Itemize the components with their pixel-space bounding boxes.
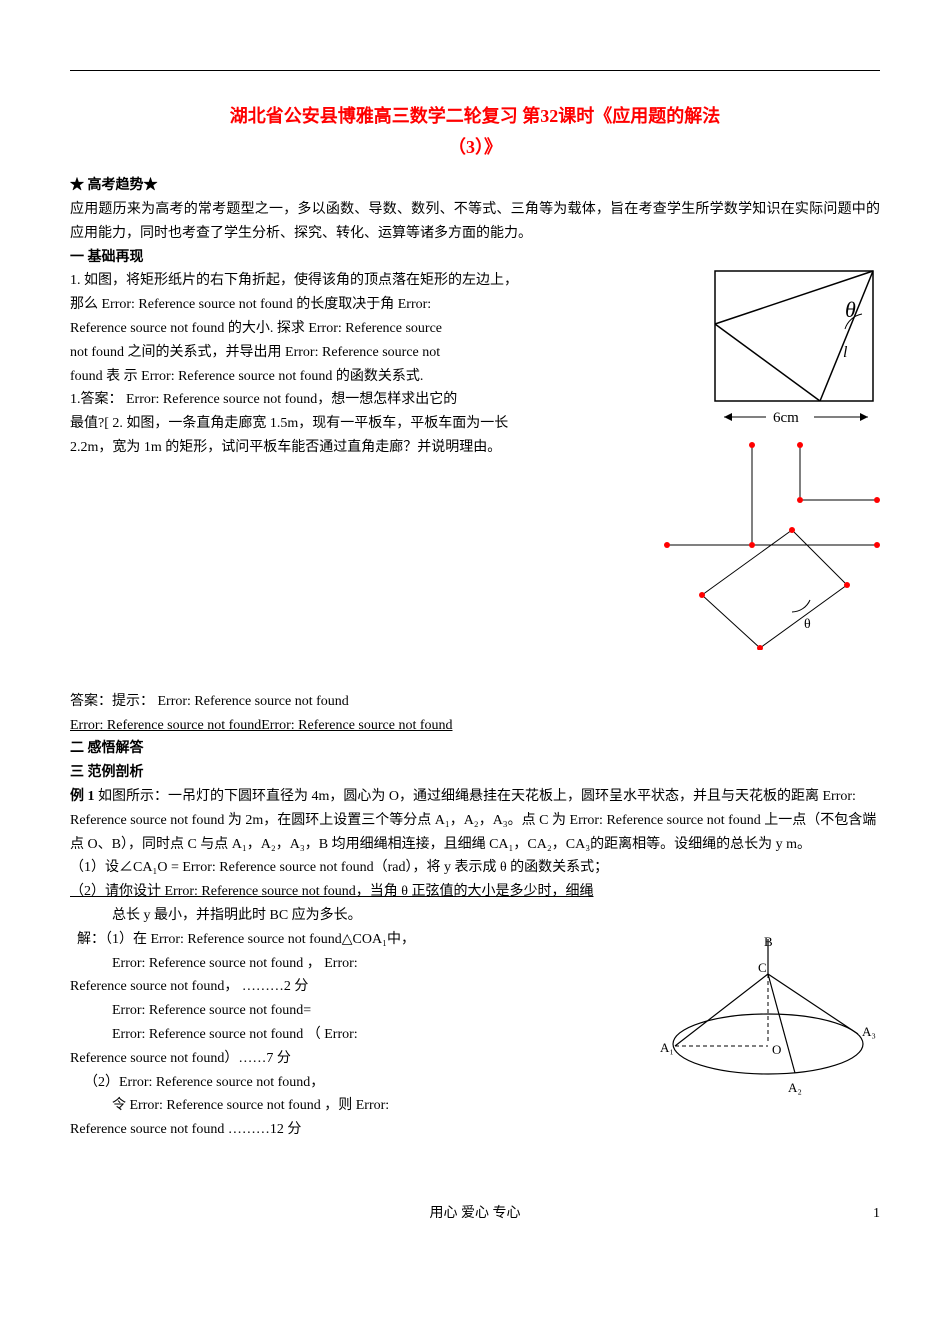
top-horizontal-rule <box>70 70 880 71</box>
title-line-2: （3）》 <box>448 137 502 157</box>
trends-heading: ★ 高考趋势★ <box>70 174 880 198</box>
ex1-q1-text: （1）设∠CA₁O = Error: Reference source not … <box>70 860 608 875</box>
fig3-line-ca1 <box>675 974 768 1046</box>
underline-errors: Error: Reference source not foundError: … <box>70 714 880 738</box>
fig2-cart-e4 <box>702 595 760 648</box>
example-1-q2: （2）请你设计 Error: Reference source not foun… <box>70 880 880 904</box>
example-1-q1: （1）设∠CA₁O = Error: Reference source not … <box>70 856 880 880</box>
fig2-dot-7 <box>789 527 795 533</box>
fig1-6cm-label: 6cm <box>773 410 799 426</box>
fig2-cart-e2 <box>792 530 847 585</box>
fig3-label-a3: A₃ <box>862 1024 876 1039</box>
fig3-label-c: C <box>758 960 767 975</box>
fig1-arrowhead-left <box>724 413 732 421</box>
fig2-dot-10 <box>664 542 670 548</box>
fig3-label-o: O <box>772 1042 781 1057</box>
fig3-label-b: B <box>764 934 773 949</box>
intro-paragraph: 应用题历来为高考的常考题型之一，多以函数、导数、数列、不等式、三角等为载体，旨在… <box>70 198 880 246</box>
example-1-block: 例 1 如图所示：一吊灯的下圆环直径为 4m，圆心为 O，通过细绳悬挂在天花板上… <box>70 785 880 856</box>
fig2-cart-hidden <box>707 530 850 650</box>
fig2-angle-arc <box>792 600 810 612</box>
figure-2-svg: θ <box>652 440 882 650</box>
sol-line-9: Reference source not found ………12 分 <box>70 1118 880 1142</box>
answer-hint: 答案：提示： Error: Reference source not found <box>70 690 880 714</box>
page-footer: 用心 爱心 专心 1 <box>70 1202 880 1226</box>
example-1-label: 例 1 <box>70 789 95 804</box>
fig2-cart-e1 <box>702 530 792 595</box>
document-title: 湖北省公安县博雅高三数学二轮复习 第32课时《应用题的解法 （3）》 <box>70 101 880 162</box>
fig1-theta-label: θ <box>845 297 856 322</box>
fig1-fold-line-2 <box>715 324 820 401</box>
fig3-label-a1: A₁ <box>660 1040 674 1055</box>
fig2-dot-1 <box>749 442 755 448</box>
section-2-heading: 二 感悟解答 <box>70 737 880 761</box>
fig2-dot-4 <box>874 497 880 503</box>
example-1-q2b: 总长 y 最小，并指明此时 BC 应为多长。 <box>70 904 880 928</box>
fig2-dot-2 <box>797 442 803 448</box>
title-line-1: 湖北省公安县博雅高三数学二轮复习 第32课时《应用题的解法 <box>230 106 721 126</box>
figure-1-fold-rectangle: θ l 6cm <box>710 269 880 438</box>
page-number: 1 <box>873 1202 880 1226</box>
fig3-label-a2: A₂ <box>788 1080 802 1095</box>
fig1-fold-line-3 <box>820 271 873 401</box>
figure-3-svg: B C A₁ A₂ A₃ O <box>660 934 880 1104</box>
example-1-body: 如图所示：一吊灯的下圆环直径为 4m，圆心为 O，通过细绳悬挂在天花板上，圆环呈… <box>70 789 876 852</box>
section-1-heading: 一 基础再现 <box>70 246 880 270</box>
section-3-heading: 三 范例剖析 <box>70 761 880 785</box>
fig2-dot-3 <box>797 497 803 503</box>
figure-1-svg: θ l 6cm <box>710 269 880 429</box>
fig1-arrowhead-right <box>860 413 868 421</box>
fig2-dot-8 <box>844 582 850 588</box>
fig1-l-label: l <box>843 344 848 361</box>
fig2-dot-11 <box>749 542 755 548</box>
figure-3-lamp: B C A₁ A₂ A₃ O <box>660 934 880 1113</box>
page-container: 湖北省公安县博雅高三数学二轮复习 第32课时《应用题的解法 （3）》 ★ 高考趋… <box>0 0 950 1266</box>
fig2-dot-6 <box>699 592 705 598</box>
figure-2-corridor: θ <box>652 440 882 659</box>
footer-motto: 用心 爱心 专心 <box>430 1206 521 1221</box>
fig2-dot-5 <box>874 542 880 548</box>
ex1-q2a-text: （2）请你设计 Error: Reference source not foun… <box>70 884 593 899</box>
fig2-theta-label: θ <box>804 617 811 632</box>
